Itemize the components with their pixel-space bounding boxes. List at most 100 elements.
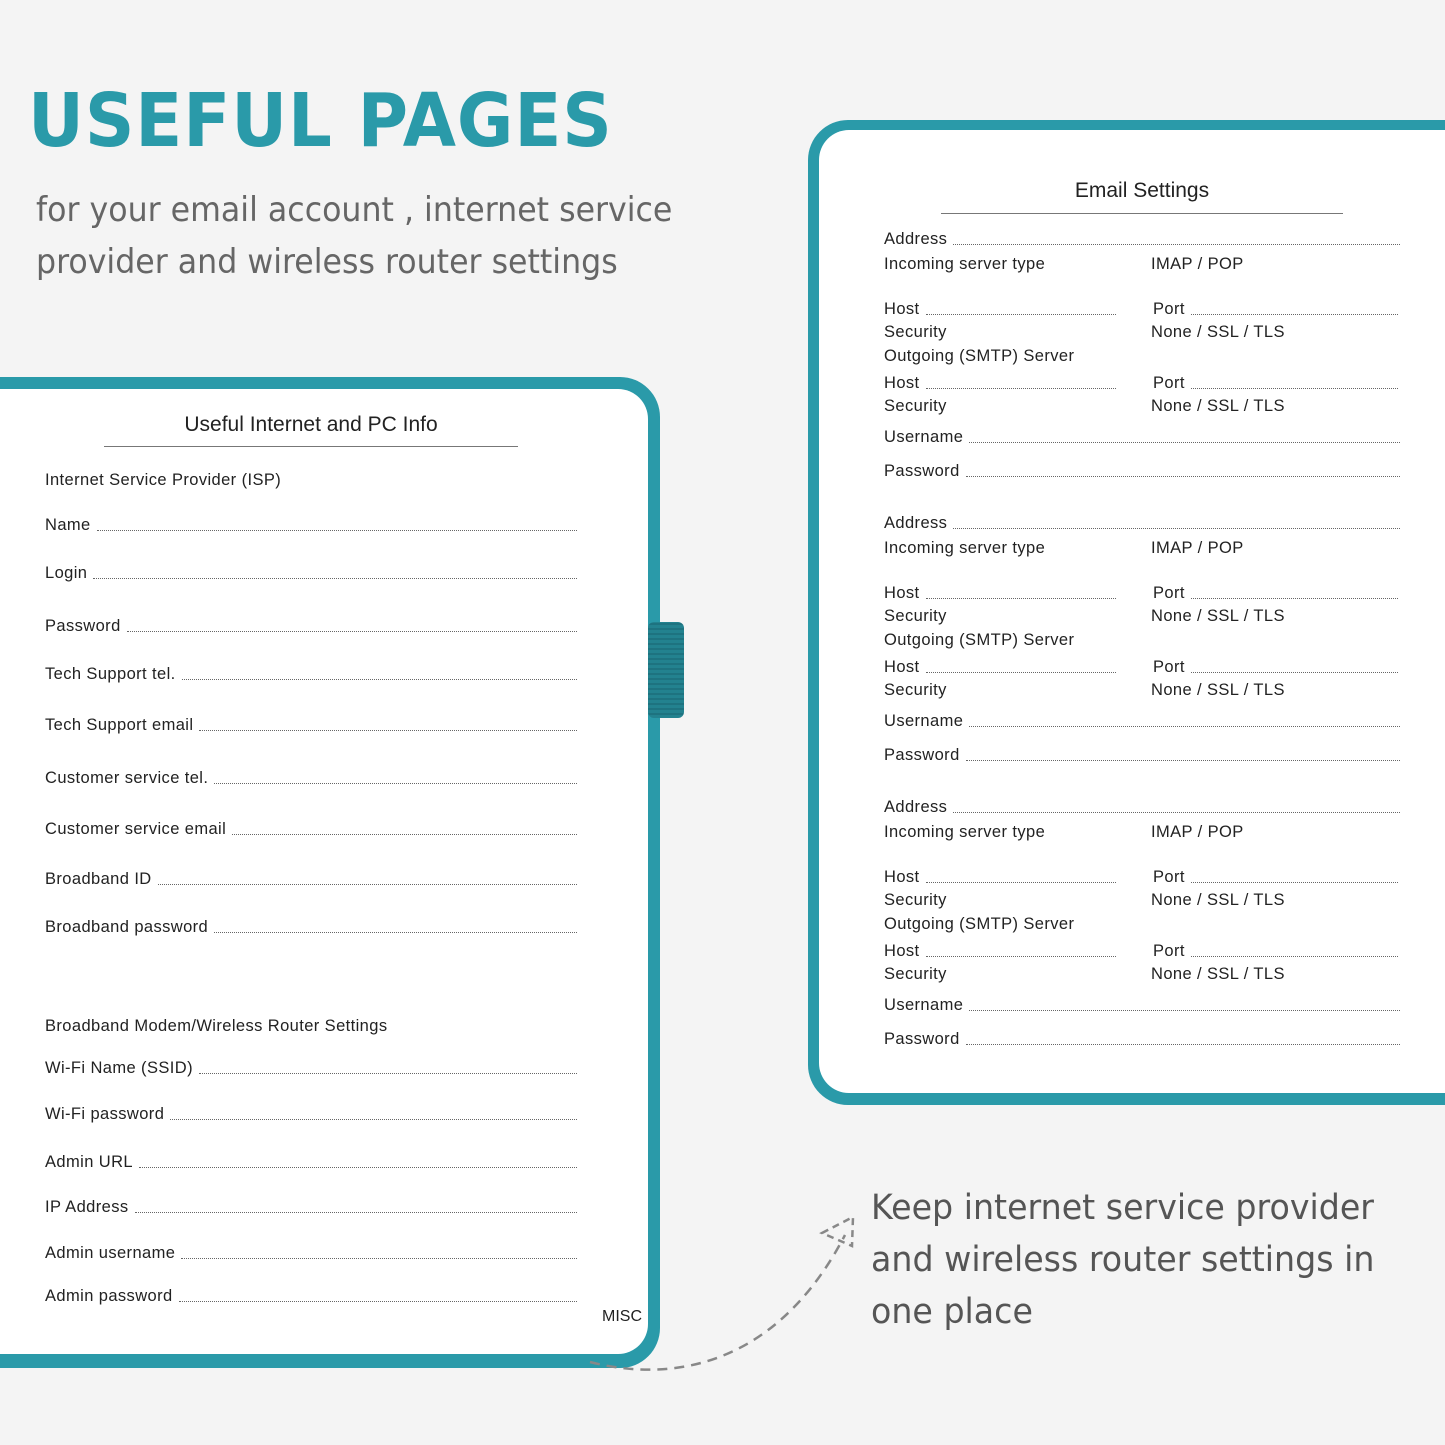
fill-in-line[interactable] xyxy=(1190,882,1398,883)
email-2-username-field[interactable]: Username xyxy=(884,711,1400,731)
fill-in-line[interactable] xyxy=(925,388,1116,389)
email-2-password-field[interactable]: Password xyxy=(884,745,1400,765)
field-tech-support-email[interactable]: Tech Support email xyxy=(45,715,577,735)
email-3-incoming-host-field[interactable]: Host xyxy=(884,867,1116,887)
email-1-outgoing-security-label: Security xyxy=(884,397,947,415)
fill-in-line[interactable] xyxy=(965,1044,1400,1045)
field-admin-url[interactable]: Admin URL xyxy=(45,1152,577,1172)
left-page xyxy=(0,389,648,1354)
fill-in-line[interactable] xyxy=(232,834,577,835)
fill-in-line[interactable] xyxy=(198,1073,577,1074)
fill-in-line[interactable] xyxy=(199,730,577,731)
field-label: Host xyxy=(884,658,920,676)
field-customer-service-tel[interactable]: Customer service tel. xyxy=(45,768,577,788)
email-2-outgoing-security-options: None / SSL / TLS xyxy=(1151,681,1285,699)
email-1-incoming-port-field[interactable]: Port xyxy=(1153,299,1398,319)
router-heading: Broadband Modem/Wireless Router Settings xyxy=(45,1017,388,1035)
email-2-incoming-security-label: Security xyxy=(884,607,947,625)
fill-in-line[interactable] xyxy=(965,476,1400,477)
fill-in-line[interactable] xyxy=(969,726,1400,727)
fill-in-line[interactable] xyxy=(953,244,1400,245)
field-wi-fi-password[interactable]: Wi-Fi password xyxy=(45,1104,577,1124)
field-label: Tech Support tel. xyxy=(45,665,176,683)
fill-in-line[interactable] xyxy=(134,1212,577,1213)
left-title-underline xyxy=(104,446,518,447)
fill-in-line[interactable] xyxy=(925,956,1116,957)
field-ip-address[interactable]: IP Address xyxy=(45,1197,577,1217)
email-2-outgoing-port-field[interactable]: Port xyxy=(1153,657,1398,677)
headline: USEFUL PAGES xyxy=(28,78,613,164)
field-label: Address xyxy=(884,798,948,816)
email-3-username-field[interactable]: Username xyxy=(884,995,1400,1015)
fill-in-line[interactable] xyxy=(925,598,1116,599)
fill-in-line[interactable] xyxy=(925,882,1116,883)
email-2-outgoing-host-field[interactable]: Host xyxy=(884,657,1116,677)
fill-in-line[interactable] xyxy=(925,314,1116,315)
email-2-incoming-port-field[interactable]: Port xyxy=(1153,583,1398,603)
email-2-incoming-security-options: None / SSL / TLS xyxy=(1151,607,1285,625)
field-name[interactable]: Name xyxy=(45,515,577,535)
field-tech-support-tel[interactable]: Tech Support tel. xyxy=(45,664,577,684)
field-label: Host xyxy=(884,868,920,886)
email-3-outgoing-host-field[interactable]: Host xyxy=(884,941,1116,961)
field-customer-service-email[interactable]: Customer service email xyxy=(45,819,577,839)
fill-in-line[interactable] xyxy=(965,760,1400,761)
fill-in-line[interactable] xyxy=(93,578,577,579)
field-label: Broadband ID xyxy=(45,870,152,888)
field-wi-fi-name-ssid[interactable]: Wi-Fi Name (SSID) xyxy=(45,1058,577,1078)
field-label: Customer service email xyxy=(45,820,227,838)
email-1-username-field[interactable]: Username xyxy=(884,427,1400,447)
subtitle-line-1: for your email account , internet servic… xyxy=(36,190,673,230)
field-label: IP Address xyxy=(45,1198,129,1216)
field-admin-password[interactable]: Admin password xyxy=(45,1286,577,1306)
fill-in-line[interactable] xyxy=(181,679,577,680)
email-2-address-field[interactable]: Address xyxy=(884,513,1400,533)
field-broadband-id[interactable]: Broadband ID xyxy=(45,869,577,889)
field-password[interactable]: Password xyxy=(45,616,577,636)
fill-in-line[interactable] xyxy=(138,1167,577,1168)
email-1-outgoing-label: Outgoing (SMTP) Server xyxy=(884,347,1075,365)
email-2-incoming-host-field[interactable]: Host xyxy=(884,583,1116,603)
fill-in-line[interactable] xyxy=(178,1301,577,1302)
field-admin-username[interactable]: Admin username xyxy=(45,1243,577,1263)
email-3-incoming-security-label: Security xyxy=(884,891,947,909)
fill-in-line[interactable] xyxy=(1190,314,1398,315)
fill-in-line[interactable] xyxy=(181,1258,577,1259)
email-1-incoming-security-label: Security xyxy=(884,323,947,341)
fill-in-line[interactable] xyxy=(953,528,1400,529)
email-1-outgoing-host-field[interactable]: Host xyxy=(884,373,1116,393)
fill-in-line[interactable] xyxy=(1190,672,1398,673)
email-2-incoming-options: IMAP / POP xyxy=(1151,539,1244,557)
field-label: Broadband password xyxy=(45,918,209,936)
fill-in-line[interactable] xyxy=(969,442,1400,443)
fill-in-line[interactable] xyxy=(170,1119,577,1120)
email-1-password-field[interactable]: Password xyxy=(884,461,1400,481)
fill-in-line[interactable] xyxy=(1190,956,1398,957)
field-label: Host xyxy=(884,300,920,318)
field-label: Password xyxy=(884,462,960,480)
fill-in-line[interactable] xyxy=(925,672,1116,673)
email-3-outgoing-port-field[interactable]: Port xyxy=(1153,941,1398,961)
field-label: Password xyxy=(884,746,960,764)
field-label: Wi-Fi Name (SSID) xyxy=(45,1059,193,1077)
field-login[interactable]: Login xyxy=(45,563,577,583)
field-broadband-password[interactable]: Broadband password xyxy=(45,917,577,937)
right-page-title: Email Settings xyxy=(1074,179,1210,202)
email-1-outgoing-port-field[interactable]: Port xyxy=(1153,373,1398,393)
fill-in-line[interactable] xyxy=(953,812,1400,813)
email-3-password-field[interactable]: Password xyxy=(884,1029,1400,1049)
field-label: Login xyxy=(45,564,88,582)
fill-in-line[interactable] xyxy=(214,783,577,784)
fill-in-line[interactable] xyxy=(126,631,577,632)
fill-in-line[interactable] xyxy=(1190,388,1398,389)
field-label: Port xyxy=(1153,868,1185,886)
fill-in-line[interactable] xyxy=(1190,598,1398,599)
email-3-incoming-port-field[interactable]: Port xyxy=(1153,867,1398,887)
email-3-address-field[interactable]: Address xyxy=(884,797,1400,817)
fill-in-line[interactable] xyxy=(157,884,577,885)
email-1-incoming-host-field[interactable]: Host xyxy=(884,299,1116,319)
fill-in-line[interactable] xyxy=(214,932,577,933)
fill-in-line[interactable] xyxy=(969,1010,1400,1011)
fill-in-line[interactable] xyxy=(96,530,577,531)
email-1-address-field[interactable]: Address xyxy=(884,229,1400,249)
